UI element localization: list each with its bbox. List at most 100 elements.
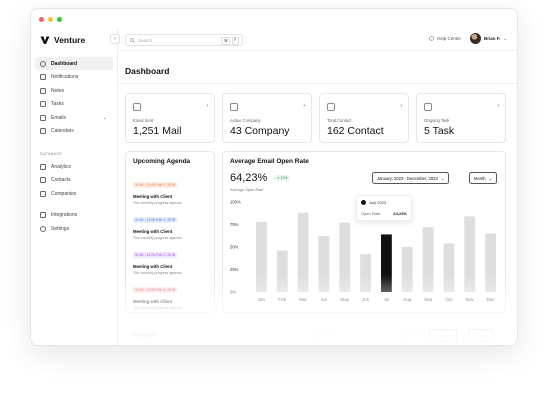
search-icon [130, 37, 135, 43]
chevron-right-icon: › [206, 103, 208, 109]
period-dropdown[interactable]: Month ⌄ [469, 172, 498, 184]
change-badge: ↗ 12% [274, 175, 291, 181]
agenda-item[interactable]: 11:00 - 12:00 Feb 2, 2078 Meeting with Cl… [133, 278, 213, 310]
bar-nov[interactable] [464, 216, 476, 292]
minimize-window-button[interactable] [48, 16, 53, 22]
user-name: Brian F. [483, 36, 501, 41]
x-tick-label: Jul [383, 297, 389, 302]
change-value: 12% [280, 176, 288, 180]
stat-card-active-company[interactable]: › Active Company 43 Company [222, 93, 312, 143]
sort-by-button[interactable]: ▿ Sort By [429, 329, 457, 341]
chevron-right-icon: › [497, 103, 499, 109]
sidebar-item-notes[interactable]: Notes [35, 84, 113, 97]
bar-may[interactable] [339, 222, 351, 292]
bar-mar[interactable] [297, 212, 309, 292]
sidebar-item-companies[interactable]: Companies [35, 187, 113, 200]
help-center-link[interactable]: Help Center [429, 36, 461, 41]
sidebar-item-label: Contacts [51, 177, 71, 183]
chevron-down-icon: ⌄ [503, 35, 507, 41]
chevron-right-icon: › [400, 103, 402, 109]
agenda-item-subtitle: This monthly progress agenda [133, 201, 182, 205]
chart-title: Average Email Open Rate [230, 158, 309, 165]
venture-logo-icon [40, 36, 50, 44]
stat-card-ongoing-task[interactable]: › Ongoing Task 5 Task [416, 93, 506, 143]
bar-sep[interactable] [422, 227, 434, 292]
agenda-time-tag: 11:00 - 12:00 Feb 2, 2078 [133, 182, 178, 188]
filter-button[interactable]: ▽ Filter [468, 329, 493, 341]
bell-icon [40, 74, 46, 80]
email-open-rate-card: Average Email Open Rate 64,23% ↗ 12% Ave… [222, 151, 506, 313]
brand[interactable]: Venture [31, 29, 117, 51]
agenda-time-tag: 11:00 - 12:00 Feb 2, 2078 [133, 217, 178, 223]
search-icon [315, 333, 320, 339]
bar-oct[interactable] [443, 243, 455, 292]
filter-label: Filter [478, 332, 488, 338]
sidebar-item-calendars[interactable]: Calendars [35, 125, 113, 138]
sidebar-item-contacts[interactable]: Contacts [35, 174, 113, 187]
stat-card-email-sent[interactable]: › Email Sent 1,251 Mail [125, 93, 215, 143]
stat-label: Active Company [230, 118, 261, 123]
sidebar-item-label: Companies [51, 190, 77, 197]
briefcase-icon [230, 103, 238, 111]
header-divider [119, 83, 517, 84]
chart-tooltip: July 2023 Open Rate 64,23% [356, 195, 412, 221]
user-menu[interactable]: Brian F. ⌄ [469, 33, 507, 44]
command-key: ⌘ [221, 36, 231, 45]
sidebar-item-emails[interactable]: Emails ⌄ [35, 111, 113, 124]
close-window-button[interactable] [39, 16, 44, 22]
sort-label: Sort By [438, 332, 452, 338]
agenda-item[interactable]: 11:00 - 12:00 Feb 2, 2078 Meeting with Cl… [133, 243, 213, 275]
chevron-down-icon: ⌄ [488, 175, 493, 181]
upcoming-agenda-card: Upcoming Agenda 11:00 - 12:00 Feb 2, 207… [125, 151, 215, 313]
tooltip-date: July 2023 [369, 200, 387, 205]
sidebar-item-tasks[interactable]: Tasks [35, 98, 113, 111]
sidebar-item-dashboard[interactable]: Dashboard [35, 57, 113, 70]
bar-dec[interactable] [485, 233, 496, 293]
search-input[interactable]: Search ⌘ F [125, 34, 243, 46]
collapse-sidebar-button[interactable]: ‹› [110, 34, 120, 44]
bar-apr[interactable] [318, 236, 330, 292]
sidebar-item-integrations[interactable]: Integrations [35, 209, 113, 222]
database-nav: Analytics Contacts Companies Integration… [31, 160, 117, 242]
date-range-dropdown[interactable]: January, 2023 - December, 2023 ⌄ [372, 172, 450, 184]
sidebar-item-notifications[interactable]: Notifications [35, 71, 113, 84]
checkbox-icon [40, 101, 46, 107]
people-search-placeholder: Search [324, 332, 338, 338]
main-content: Dashboard › Email Sent 1,251 Mail › Acti… [119, 52, 517, 345]
x-tick-label: Apr [320, 297, 328, 302]
sidebar-item-label: Dashboard [51, 60, 78, 67]
sidebar-item-label: Emails [51, 114, 67, 121]
analytics-icon [40, 163, 46, 170]
maximize-window-button[interactable] [57, 16, 62, 22]
sidebar: Venture ‹› Dashboard Notifications Notes… [31, 29, 120, 345]
chevron-down-icon[interactable]: ⌄ [102, 114, 107, 121]
contacts-icon [40, 177, 46, 183]
sidebar-item-analytics[interactable]: Analytics [35, 160, 113, 173]
stat-card-total-contact[interactable]: › Total Contact 162 Contact [319, 93, 409, 143]
filter-icon: ▽ [473, 332, 477, 338]
agenda-time-tag: 11:00 - 12:00 Feb 2, 2078 [133, 287, 178, 293]
bar-jun[interactable] [360, 254, 371, 292]
agenda-item-subtitle: This monthly progress agenda [133, 236, 182, 240]
agenda-item[interactable]: 11:00 - 12:00 Feb 2, 2078 Meeting with Cl… [133, 173, 213, 205]
building-icon [40, 190, 46, 197]
x-tick-label: Dec [486, 297, 495, 302]
bar-jul[interactable] [381, 234, 392, 292]
title-bar [31, 9, 517, 29]
mail-icon [40, 114, 46, 121]
x-tick-label: Aug [403, 297, 412, 302]
stat-value: 43 Company [230, 125, 290, 137]
sidebar-item-settings[interactable]: Settings [35, 222, 113, 235]
date-range-label: January, 2023 - December, 2023 [377, 175, 438, 181]
page-title: Dashboard [125, 66, 170, 76]
agenda-item[interactable]: 11:00 - 12:00 Feb 2, 2078 Meeting with Cl… [133, 208, 213, 240]
people-search-input[interactable]: Search ⌘ F [310, 329, 422, 341]
x-tick-label: May [340, 297, 349, 302]
bar-aug[interactable] [401, 247, 413, 292]
agenda-item-subtitle: This monthly progress agenda [133, 271, 182, 275]
bar-jan[interactable] [256, 221, 267, 292]
x-tick-label: Mar [299, 297, 307, 302]
agenda-item-title: Meeting with Client [133, 264, 173, 269]
bar-feb[interactable] [276, 250, 288, 292]
chevron-down-icon: ⌄ [440, 175, 445, 181]
